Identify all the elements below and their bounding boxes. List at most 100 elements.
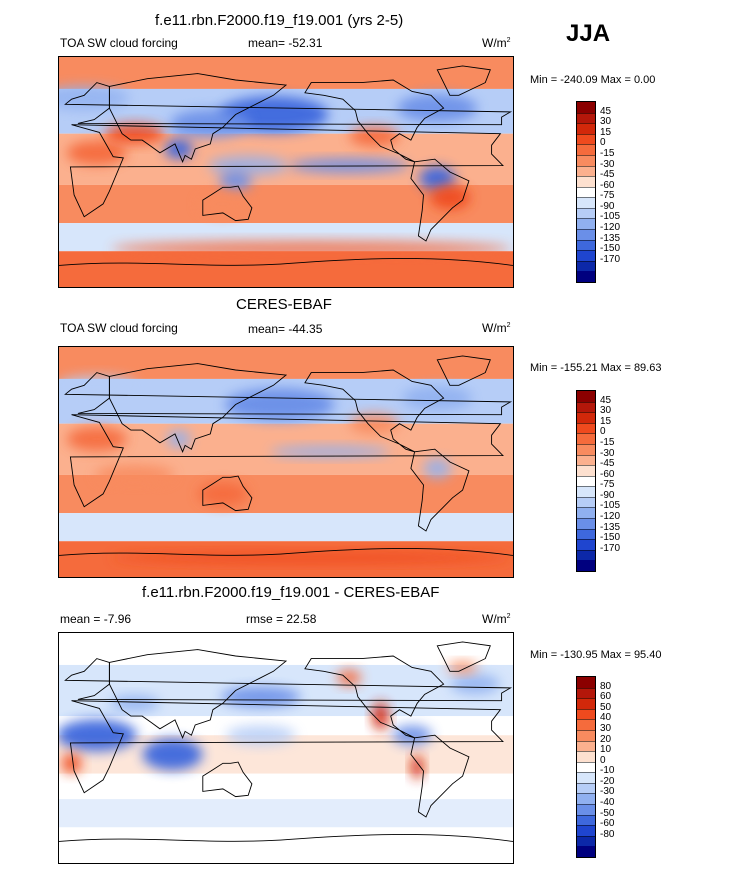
colorbar-tick-label: -105: [600, 500, 621, 512]
colorbar-boundary: [577, 218, 595, 220]
colorbar-segment: [577, 207, 595, 219]
panel3-colorbar: [576, 676, 596, 858]
colorbar-tick-label: -30: [600, 786, 615, 798]
colorbar-tick-label: -135: [600, 232, 621, 244]
colorbar-segment: [577, 465, 595, 477]
colorbar-segment: [577, 218, 595, 230]
colorbar-tick-label: -20: [600, 775, 615, 787]
colorbar-tick-label: -75: [600, 190, 615, 202]
field-blob: [197, 191, 248, 216]
colorbar-boundary: [577, 549, 595, 551]
colorbar-segment: [577, 260, 595, 272]
colorbar-tick-label: -90: [600, 200, 615, 212]
colorbar-tick-label: 30: [600, 116, 612, 128]
colorbar-boundary: [577, 507, 595, 509]
panel1-map: [58, 56, 514, 288]
colorbar-boundary: [577, 496, 595, 498]
coastline-asia: [108, 73, 288, 163]
colorbar-segment: [577, 677, 595, 689]
colorbar-tick-label: 15: [600, 415, 612, 427]
colorbar-segment: [577, 518, 595, 530]
field-band-arctic: [59, 57, 513, 89]
colorbar-segment: [577, 507, 595, 519]
panel3-rmse: rmse = 22.58: [246, 612, 317, 626]
colorbar-tick-label: -105: [600, 211, 621, 223]
field-blob: [447, 661, 478, 674]
panel2-variable-label: TOA SW cloud forcing: [60, 321, 178, 335]
colorbar-segment: [577, 433, 595, 445]
colorbar-boundary: [577, 793, 595, 795]
colorbar-segment: [577, 539, 595, 551]
colorbar-boundary: [577, 518, 595, 520]
colorbar-boundary: [577, 176, 595, 178]
colorbar-boundary: [577, 443, 595, 445]
colorbar-segment: [577, 560, 595, 572]
colorbar-boundary: [577, 229, 595, 231]
colorbar-boundary: [577, 422, 595, 424]
coastline-antarctica: [59, 548, 513, 556]
field-blob: [397, 94, 478, 123]
colorbar-tick-label: 45: [600, 105, 612, 117]
coastline-europe: [64, 372, 513, 416]
coastline-south-america: [410, 158, 470, 242]
map-field: [59, 347, 513, 577]
field-band-antarctic: [59, 251, 513, 287]
colorbar-tick-label: 10: [600, 744, 612, 756]
colorbar-tick-label: -150: [600, 243, 621, 255]
coastline-africa: [69, 414, 504, 508]
colorbar-segment: [577, 422, 595, 434]
map-field: [59, 633, 513, 863]
colorbar-boundary: [577, 123, 595, 125]
season-label: JJA: [566, 20, 611, 47]
colorbar-tick-label: -135: [600, 521, 621, 533]
field-blob: [411, 755, 424, 780]
colorbar-boundary: [577, 433, 595, 435]
colorbar-boundary: [577, 412, 595, 414]
colorbar-tick-label: -30: [600, 447, 615, 459]
colorbar-boundary: [577, 708, 595, 710]
coastline-europe: [64, 658, 513, 702]
colorbar-segment: [577, 486, 595, 498]
panel1-minmax: Min = -240.09 Max = 0.00: [530, 74, 656, 86]
coastline-africa: [69, 124, 504, 218]
coastline-greenland: [436, 65, 491, 96]
coastline-greenland: [436, 355, 491, 386]
field-blob: [166, 430, 191, 448]
colorbar-segment: [577, 443, 595, 456]
field-blob: [220, 686, 301, 707]
coastline-antarctica: [59, 258, 513, 266]
colorbar-segment: [577, 401, 595, 413]
colorbar-tick-label: -90: [600, 489, 615, 501]
colorbar-segment: [577, 751, 595, 763]
field-blob: [59, 85, 130, 110]
panel2-minmax: Min = -155.21 Max = 89.63: [530, 362, 662, 374]
colorbar-segment: [577, 740, 595, 752]
colorbar-segment: [577, 412, 595, 424]
field-blob: [423, 458, 452, 479]
colorbar-segment: [577, 729, 595, 742]
colorbar-boundary: [577, 250, 595, 252]
colorbar-tick-label: -170: [600, 253, 621, 265]
colorbar-segment: [577, 835, 595, 847]
coastline-asia: [108, 363, 288, 453]
colorbar-boundary: [577, 486, 595, 488]
colorbar-boundary: [577, 112, 595, 114]
colorbar-tick-label: -60: [600, 468, 615, 480]
colorbar-tick-label: 30: [600, 722, 612, 734]
field-blob: [164, 139, 193, 159]
colorbar-segment: [577, 772, 595, 784]
colorbar-tick-label: -15: [600, 436, 615, 448]
field-blob: [289, 158, 410, 173]
colorbar-segment: [577, 271, 595, 283]
colorbar-boundary: [577, 528, 595, 530]
colorbar-segment: [577, 165, 595, 177]
colorbar-tick-label: -45: [600, 169, 615, 181]
colorbar-boundary: [577, 475, 595, 477]
colorbar-segment: [577, 229, 595, 241]
field-blob: [337, 669, 362, 686]
coastline-south-america: [410, 734, 470, 818]
coastline-europe: [64, 82, 513, 126]
colorbar-segment: [577, 782, 595, 794]
field-blob: [94, 464, 175, 485]
panel1-title: f.e11.rbn.F2000.f19_f19.001 (yrs 2-5): [155, 12, 404, 29]
